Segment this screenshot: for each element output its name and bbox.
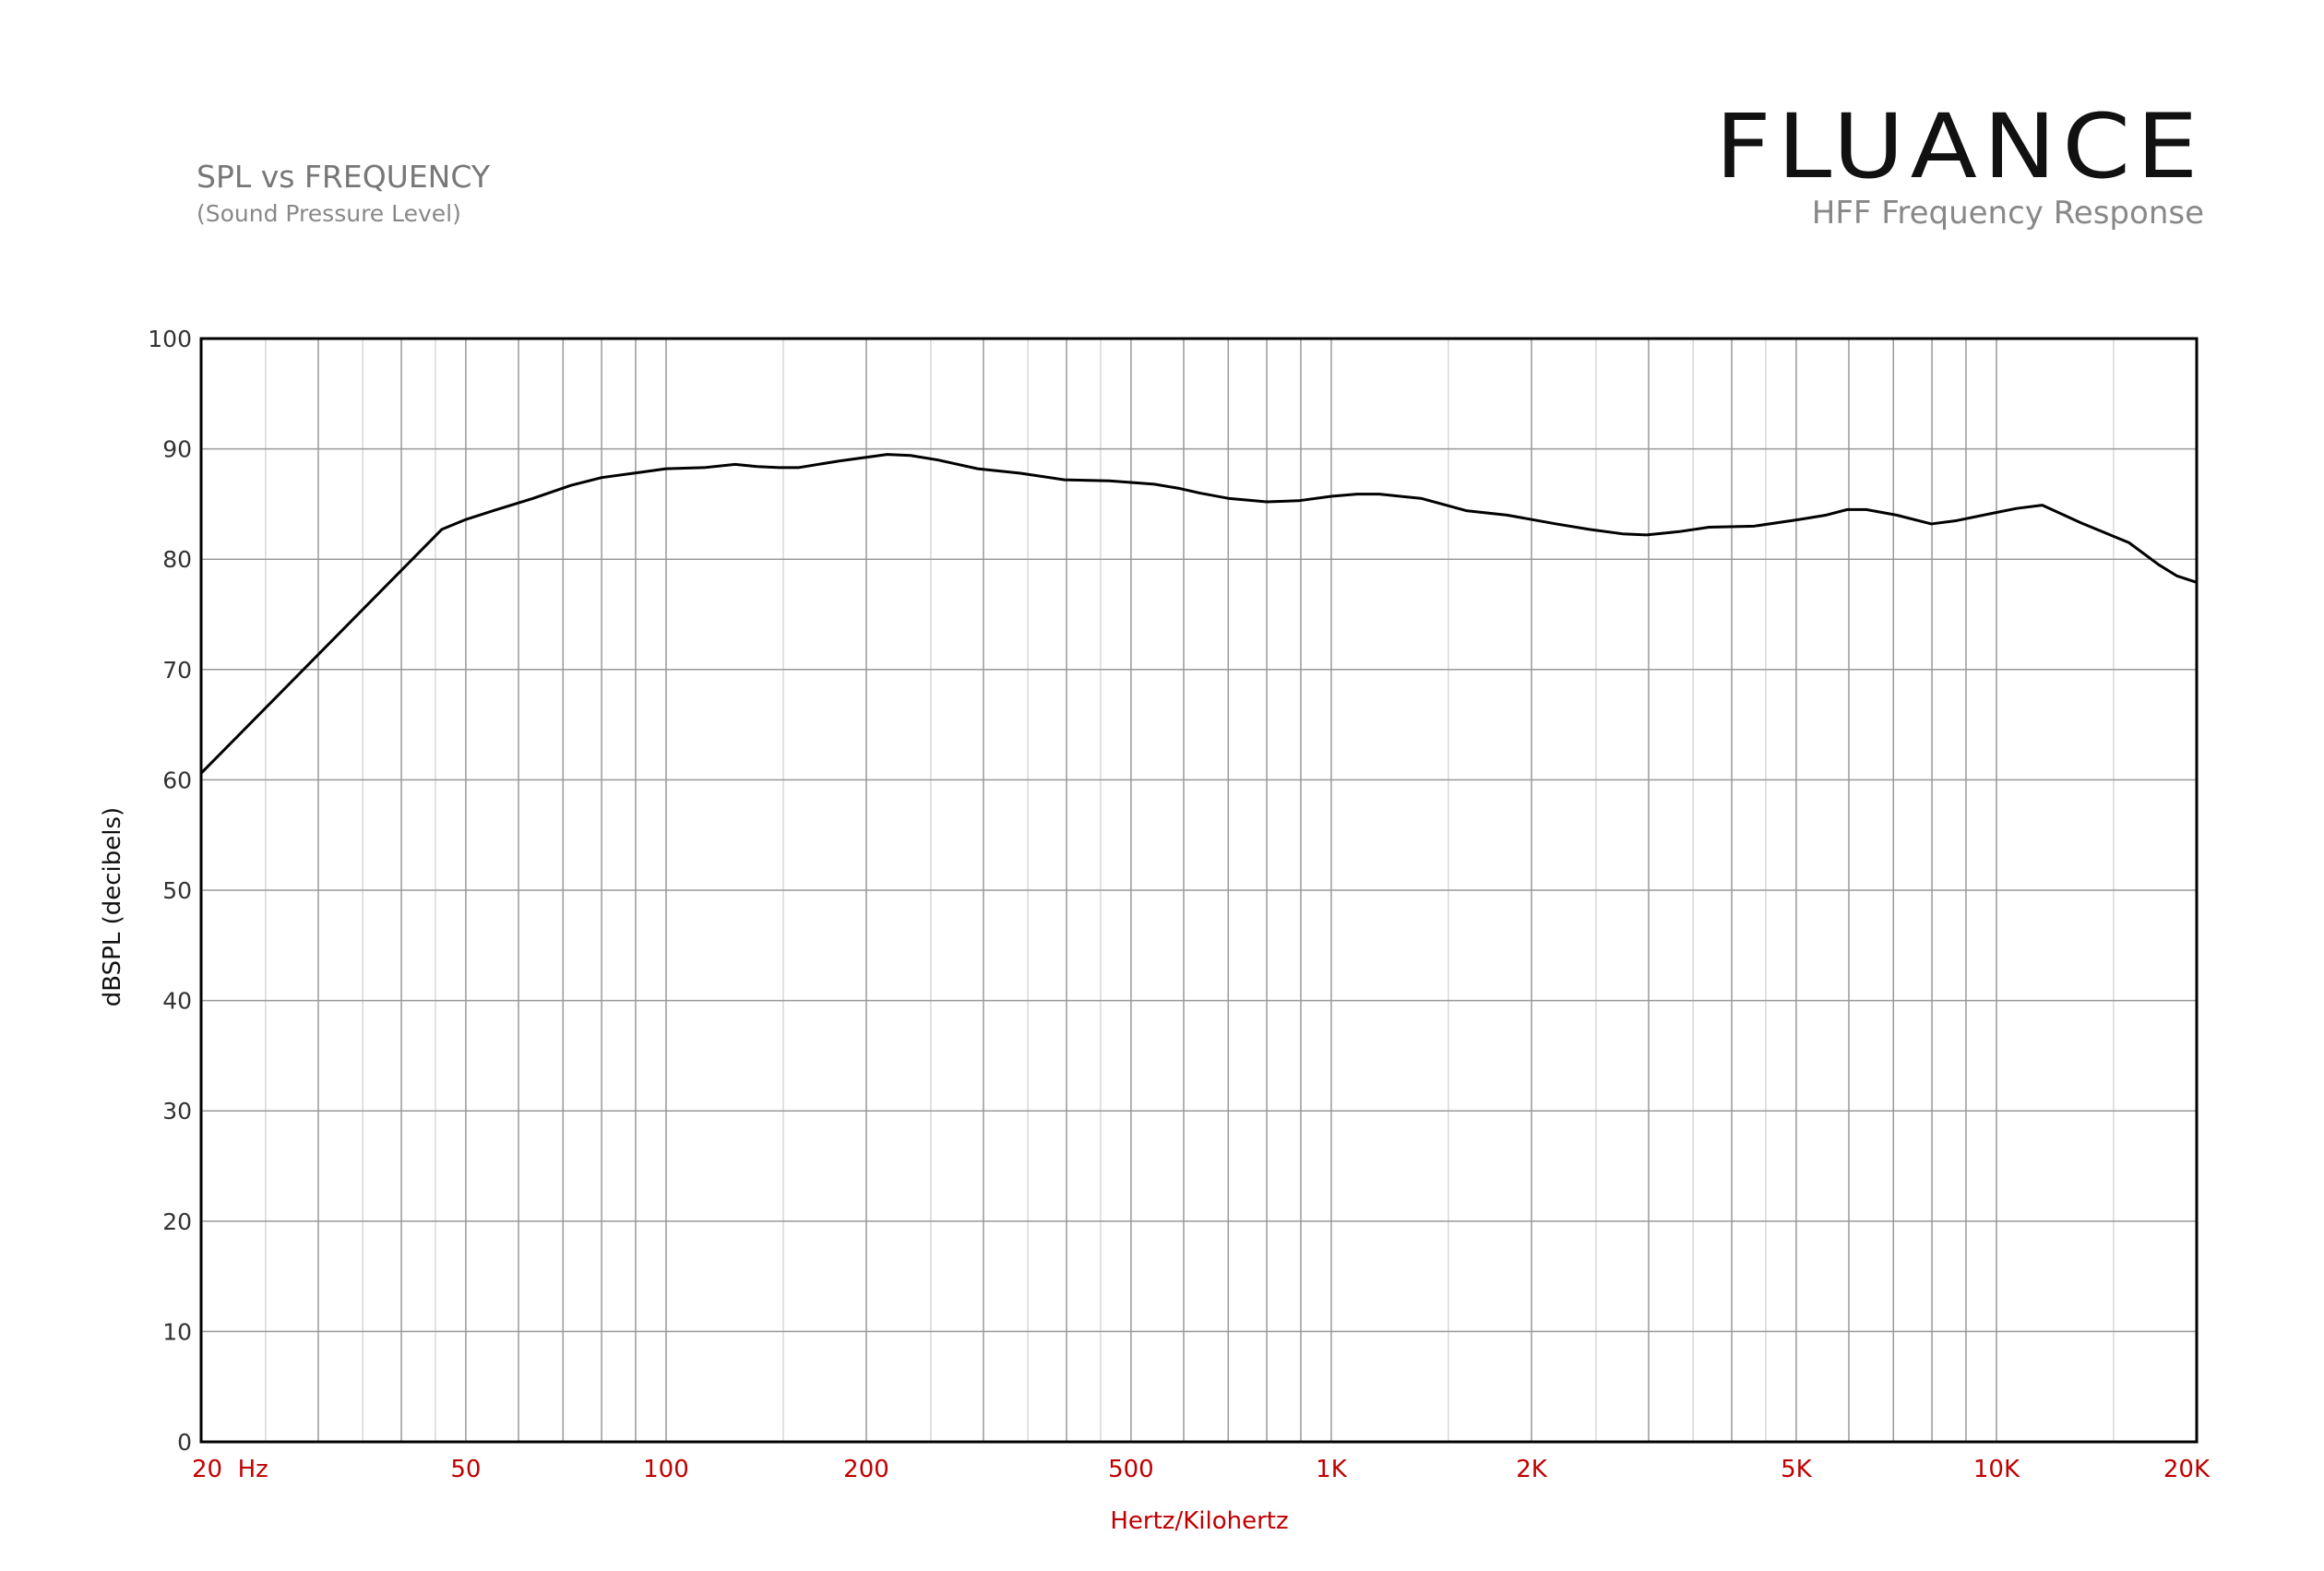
y-tick-label: 90: [162, 436, 192, 463]
x-tick-label: 500: [1108, 1456, 1154, 1483]
x-tick-label: 5K: [1781, 1456, 1813, 1483]
plot-frame: [199, 337, 2199, 1444]
x-tick-label: 1K: [1316, 1456, 1348, 1483]
x-tick-label: 100: [643, 1456, 689, 1483]
brand-subtitle: HFF Frequency Response: [1812, 195, 2204, 232]
x-tick-label: 50: [450, 1456, 481, 1483]
y-axis-label: dBSPL (decibels): [99, 807, 126, 1006]
x-axis-label: Hertz/Kilohertz: [1110, 1507, 1288, 1535]
x-tick-label: 10K: [1973, 1456, 2020, 1483]
y-tick-label: 70: [162, 657, 192, 684]
y-tick-label: 100: [148, 326, 192, 352]
x-tick-label: 20 Hz: [192, 1456, 268, 1483]
brand-logo: FLUANCE: [1715, 95, 2204, 198]
y-tick-label: 60: [162, 767, 192, 793]
response-curve: [199, 453, 2198, 775]
y-tick-label: 0: [177, 1429, 192, 1456]
y-tick-label: 20: [162, 1208, 192, 1235]
y-tick-label: 50: [162, 877, 192, 904]
x-tick-label: 2K: [1516, 1456, 1548, 1483]
chart-subtitle: (Sound Pressure Level): [197, 200, 461, 227]
y-tick-label: 40: [162, 988, 192, 1015]
x-tick-label: 200: [843, 1456, 889, 1483]
y-tick-label: 10: [162, 1318, 192, 1345]
chart-title: SPL vs FREQUENCY: [197, 159, 491, 195]
x-tick-label: 20K: [2163, 1456, 2211, 1483]
y-tick-label: 80: [162, 546, 192, 573]
y-tick-label: 30: [162, 1098, 192, 1125]
